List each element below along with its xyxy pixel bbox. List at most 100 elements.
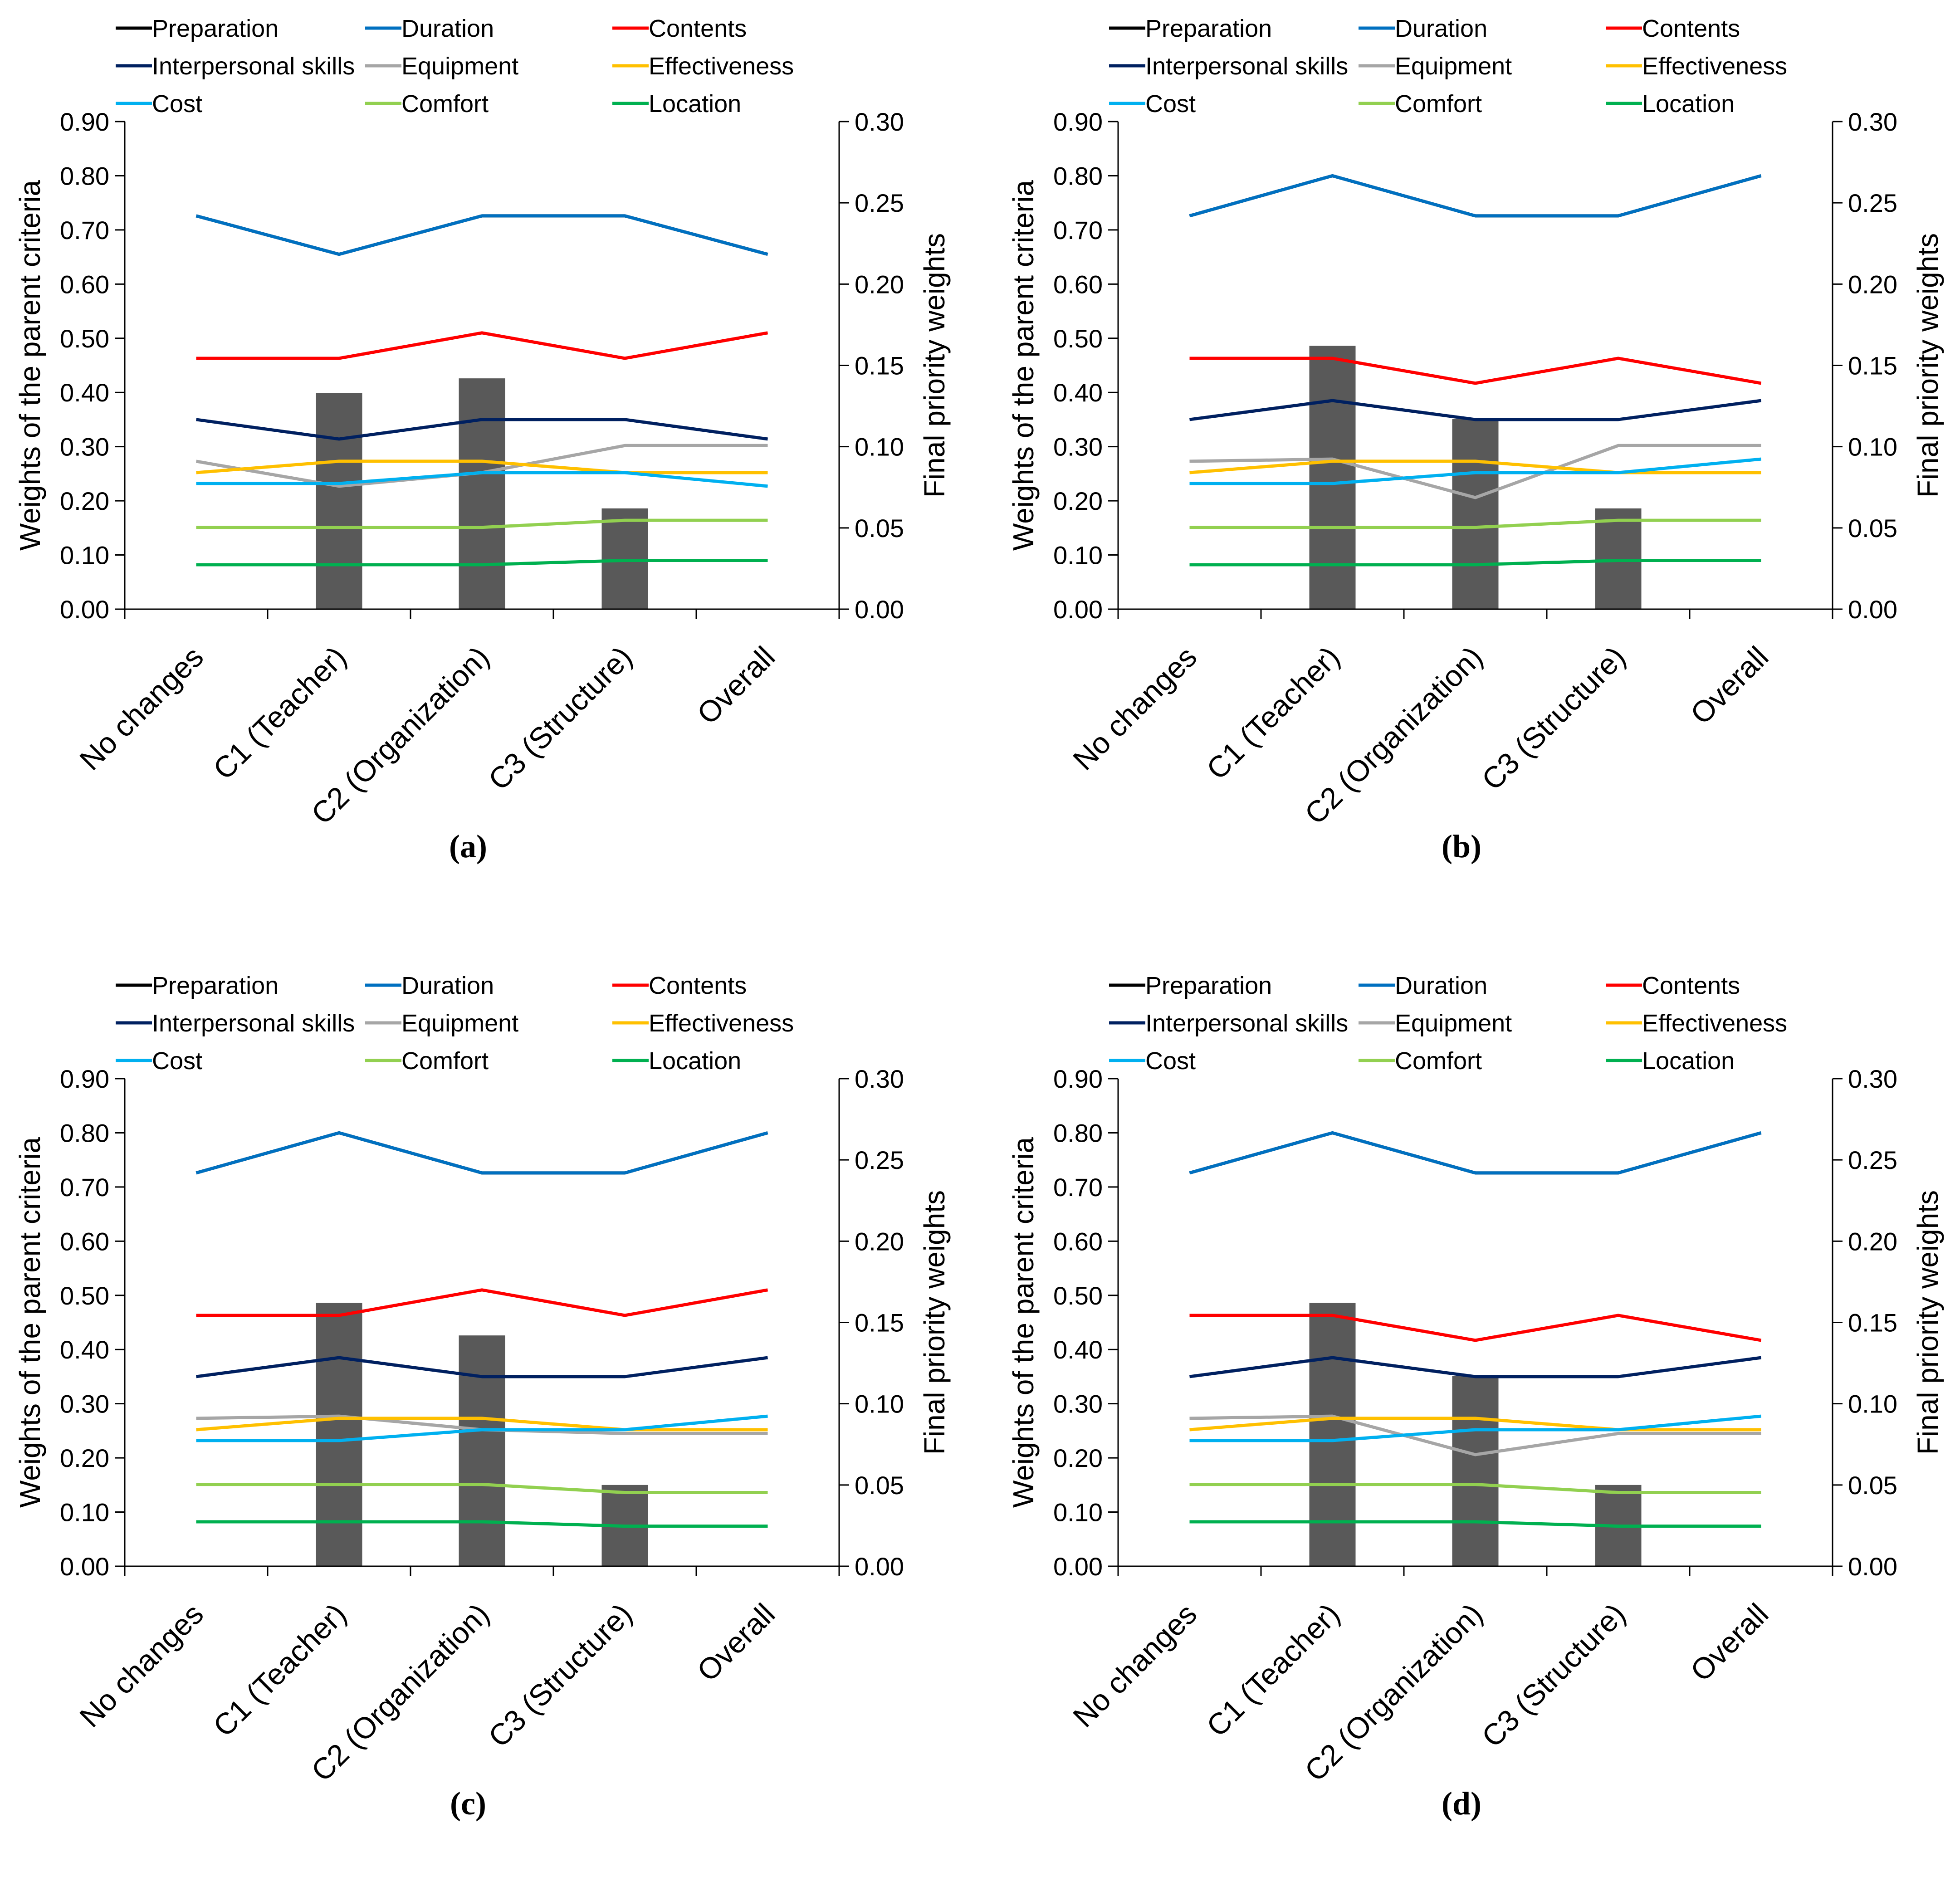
y-tick-label-right: 0.00 <box>1848 595 1897 624</box>
y-tick-label-right: 0.30 <box>855 1065 904 1093</box>
y-tick-label-right: 0.25 <box>1848 1146 1897 1174</box>
panel-label-group: (a) <box>449 828 487 865</box>
panel-label: (c) <box>450 1785 486 1822</box>
panel-label: (d) <box>1442 1785 1481 1822</box>
series-line-interpersonal-skills <box>196 418 768 441</box>
y-tick-label-left: 0.70 <box>1053 216 1103 244</box>
y-axis-title: Weights of the parent criteria <box>1007 180 1040 551</box>
y-tick-label-left: 0.40 <box>60 378 109 407</box>
series-line-effectiveness <box>196 459 768 474</box>
series-line-contents <box>1189 357 1762 385</box>
legend-label-location: Location <box>1642 1047 1735 1075</box>
y-tick-label-left: 0.50 <box>1053 1281 1103 1310</box>
series-line-location <box>1189 559 1761 567</box>
bar-c1-teacher- <box>316 393 362 609</box>
legend-label-cost: Cost <box>152 90 202 117</box>
legend-label-equipment: Equipment <box>1395 1010 1512 1037</box>
legend-label-contents: Contents <box>1642 15 1740 42</box>
y-tick-label-right: 0.25 <box>1848 189 1897 217</box>
y-tick-label-right: 0.00 <box>855 595 904 624</box>
y-tick-label-right: 0.00 <box>855 1552 904 1581</box>
y-tick-label-right: 0.15 <box>855 1309 904 1337</box>
y2-axis-title: Final priority weights <box>1911 1190 1944 1455</box>
y-tick-label-left: 0.30 <box>60 433 109 461</box>
y-tick-label-left: 0.50 <box>60 1281 109 1310</box>
y-tick-label-right: 0.30 <box>1848 108 1897 136</box>
y-tick-label-right: 0.20 <box>1848 1227 1897 1256</box>
y-tick-label-left: 0.20 <box>1053 487 1103 515</box>
y-tick-label-left: 0.10 <box>60 541 109 570</box>
legend-label-comfort: Comfort <box>1395 1047 1482 1075</box>
bar-c1-teacher- <box>1309 1303 1356 1566</box>
legend-label-effectiveness: Effectiveness <box>1642 1010 1787 1037</box>
legend-label-interpersonal-skills: Interpersonal skills <box>1145 1010 1348 1037</box>
y-tick-label-right: 0.20 <box>855 1227 904 1256</box>
panel-label: (b) <box>1442 828 1481 865</box>
legend-label-preparation: Preparation <box>152 972 279 999</box>
y-tick-label-left: 0.50 <box>1053 324 1103 353</box>
series-line-cost <box>196 471 768 488</box>
y-tick-label-left: 0.40 <box>1053 1335 1103 1364</box>
y-tick-label-left: 0.80 <box>60 161 109 190</box>
y2-axis-title: Final priority weights <box>918 233 951 498</box>
y-tick-label-left: 0.40 <box>60 1335 109 1364</box>
y-tick-label-right: 0.25 <box>855 189 904 217</box>
y-tick-label-left: 0.60 <box>60 1227 109 1256</box>
bar-c2-organization- <box>1452 1376 1499 1566</box>
legend-label-contents: Contents <box>1642 972 1740 999</box>
y-tick-label-right: 0.20 <box>855 270 904 298</box>
bar-c3-structure- <box>601 508 648 609</box>
legend-label-location: Location <box>649 1047 741 1075</box>
legend-label-effectiveness: Effectiveness <box>649 53 794 80</box>
y-tick-label-right: 0.05 <box>855 1471 904 1500</box>
legend-label-comfort: Comfort <box>1395 90 1482 117</box>
y-tick-label-left: 0.90 <box>60 1065 109 1093</box>
legend-label-equipment: Equipment <box>1395 53 1512 80</box>
legend-label-cost: Cost <box>1145 90 1196 117</box>
y-axis-title: Weights of the parent criteria <box>1007 1137 1040 1508</box>
legend-label-effectiveness: Effectiveness <box>1642 53 1787 80</box>
y-tick-label-right: 0.20 <box>1848 270 1897 298</box>
series-line-comfort <box>1189 1483 1761 1495</box>
legend-label-comfort: Comfort <box>401 90 489 117</box>
y-tick-label-left: 0.30 <box>1053 433 1103 461</box>
y-tick-label-left: 0.50 <box>60 324 109 353</box>
y-tick-label-left: 0.60 <box>1053 270 1103 298</box>
series-line-cost <box>1189 457 1761 485</box>
y-tick-label-right: 0.15 <box>1848 1309 1897 1337</box>
panel-label-group: (c) <box>450 1785 486 1822</box>
series-line-contents <box>1189 1314 1762 1342</box>
y-tick-label-left: 0.60 <box>1053 1227 1103 1256</box>
y-tick-label-left: 0.90 <box>1053 108 1103 136</box>
y-tick-label-left: 0.00 <box>60 595 109 624</box>
legend-label-cost: Cost <box>1145 1047 1196 1075</box>
bar-c2-organization- <box>459 1335 505 1566</box>
y-tick-label-left: 0.90 <box>1053 1065 1103 1093</box>
y-tick-label-left: 0.20 <box>1053 1444 1103 1472</box>
y-tick-label-left: 0.00 <box>1053 595 1103 624</box>
series-line-comfort <box>196 518 768 529</box>
legend-label-effectiveness: Effectiveness <box>649 1010 794 1037</box>
legend-label-duration: Duration <box>1395 15 1487 42</box>
series-line-contents <box>196 331 768 360</box>
series-line-location <box>196 1520 768 1528</box>
series-line-effectiveness <box>196 1417 768 1432</box>
legend-label-equipment: Equipment <box>401 1010 518 1037</box>
y-tick-label-right: 0.05 <box>855 514 904 542</box>
legend-label-location: Location <box>1642 90 1735 117</box>
y-tick-label-left: 0.00 <box>1053 1552 1103 1581</box>
y-tick-label-right: 0.10 <box>1848 1390 1897 1418</box>
y-tick-label-left: 0.60 <box>60 270 109 298</box>
series-line-cost <box>196 1414 768 1442</box>
bar-c2-organization- <box>1452 419 1499 609</box>
series-line-cost <box>1189 1414 1761 1442</box>
y-tick-label-left: 0.70 <box>60 1173 109 1202</box>
legend-label-duration: Duration <box>401 972 494 999</box>
y-tick-label-right: 0.30 <box>855 108 904 136</box>
series-line-effectiveness <box>1189 459 1761 474</box>
series-line-contents <box>196 1288 768 1317</box>
y-tick-label-left: 0.30 <box>1053 1390 1103 1418</box>
legend-label-contents: Contents <box>649 972 747 999</box>
